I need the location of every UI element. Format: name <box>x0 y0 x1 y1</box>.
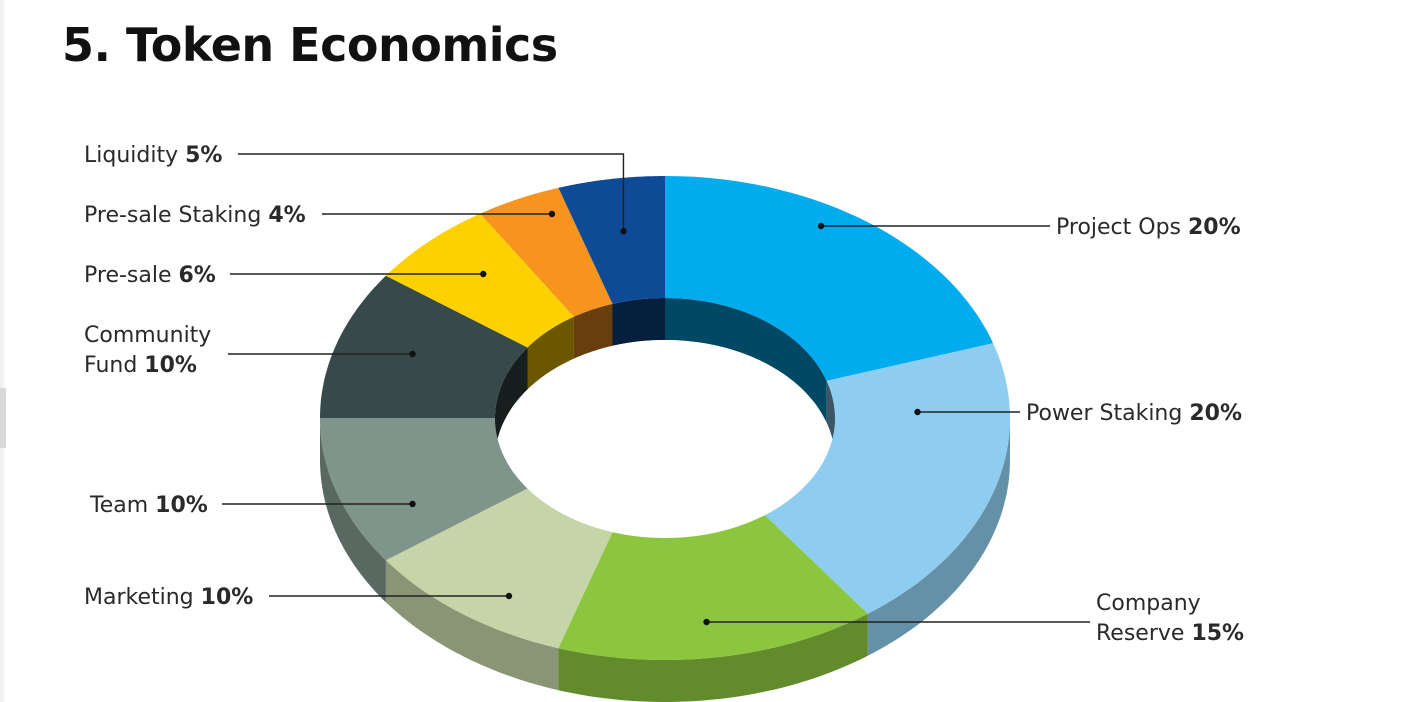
label-liquidity: Liquidity 5% <box>84 143 222 168</box>
slice-inner-wall-pre-sale-1 <box>527 316 574 390</box>
leader-line-liquidity <box>238 153 625 232</box>
slice-side-team <box>320 418 386 603</box>
side-scroll-tab[interactable] <box>0 388 6 448</box>
slice-pre-sale <box>385 213 574 348</box>
slice-inner-wall-liquidity-1 <box>612 298 665 346</box>
slice-marketing <box>385 488 613 649</box>
leader-dot-company-reserve <box>703 618 710 626</box>
leader-dot-marketing <box>505 592 513 600</box>
label-leader-lines <box>222 153 1090 626</box>
slice-community-fund <box>320 275 528 418</box>
slice-inner-wall-project-ops-0 <box>665 298 827 423</box>
slice-project-ops <box>665 176 994 381</box>
label-team: Team 10% <box>89 493 208 518</box>
slice-liquidity <box>558 176 665 304</box>
donut-hole-floor <box>495 340 835 580</box>
slice-side-marketing <box>385 560 559 691</box>
slice-side-company-reserve <box>558 613 868 702</box>
label-power-staking: Power Staking 20% <box>1026 401 1242 426</box>
label-community-fund: Community Fund 10% <box>84 323 211 378</box>
donut-inner-wall <box>495 298 835 580</box>
slice-team <box>320 418 528 561</box>
leader-dot-community-fund <box>409 350 416 358</box>
slice-company-reserve <box>558 515 868 660</box>
slice-side-power-staking <box>867 418 1010 656</box>
leader-dot-liquidity <box>620 228 627 235</box>
label-company-reserve: Company Reserve 15% <box>1096 591 1244 646</box>
label-pre-sale-staking: Pre-sale Staking 4% <box>84 203 306 228</box>
label-pre-sale: Pre-sale 6% <box>84 263 216 288</box>
donut-sides <box>320 418 1010 702</box>
slice-inner-wall-pre-sale-staking-1 <box>573 303 613 359</box>
slice-inner-wall-community-fund-1 <box>495 347 528 460</box>
slice-power-staking <box>764 343 1010 614</box>
donut-slices <box>320 176 1010 660</box>
left-edge <box>0 0 4 702</box>
leader-dot-pre-sale <box>480 270 487 278</box>
label-marketing: Marketing 10% <box>84 585 253 610</box>
slice-labels: Project Ops 20% Power Staking 20% Company R… <box>84 143 1244 646</box>
leader-dot-project-ops <box>817 222 825 230</box>
page-title: 5. Token Economics <box>62 18 558 72</box>
slice-pre-sale-staking <box>480 187 613 317</box>
label-project-ops: Project Ops 20% <box>1056 215 1241 240</box>
leader-dot-team <box>409 500 416 508</box>
leader-dot-power-staking <box>914 408 921 416</box>
leader-dot-pre-sale-staking <box>548 210 556 218</box>
